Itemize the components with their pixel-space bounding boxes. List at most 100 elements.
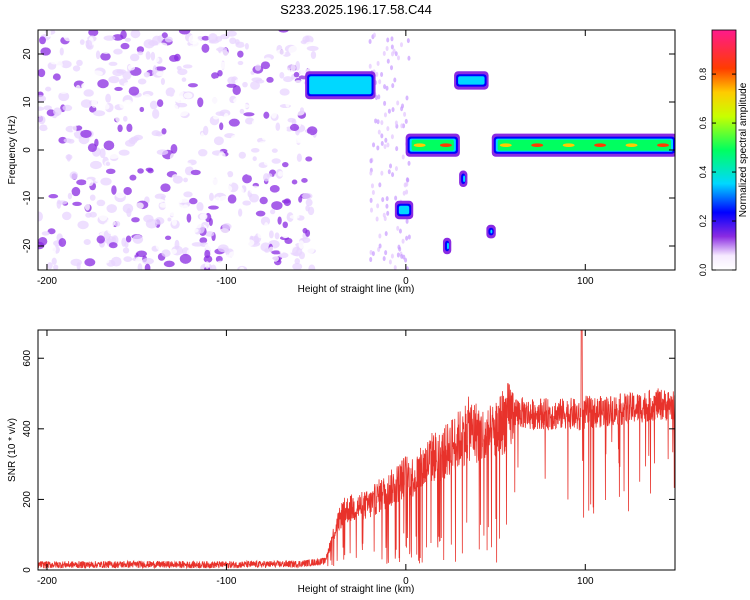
snr-series-line (38, 330, 675, 570)
spectrogram-noise-cell (289, 214, 300, 219)
spectrogram-noise-cell (154, 209, 162, 215)
spectrogram-noise-cell (204, 243, 215, 251)
spectrogram-noise-cell (303, 104, 313, 112)
spectrogram-noise-cell (253, 103, 262, 110)
spectrogram-noise-cell (181, 77, 187, 82)
spectrogram-noise-cell (168, 46, 173, 52)
spectrogram-noise-cell (97, 40, 103, 51)
spectrogram-noise-cell (288, 45, 299, 55)
spectrogram-noise-cell (99, 132, 105, 138)
spectrogram-noise-cell (266, 76, 274, 83)
spectrogram-noise-cell (244, 150, 252, 155)
spectrogram-noise-cell (38, 68, 46, 78)
spectrogram-noise-cell (138, 157, 144, 162)
spectrogram-noise-cell (103, 140, 115, 151)
spectrogram-noise-cell (137, 225, 144, 236)
spectrogram-noise-cell (198, 149, 208, 157)
spectrogram-y-tick-label: -20 (22, 238, 33, 253)
spectrogram-noise-cell (305, 198, 313, 207)
spectrogram-noise-cell (142, 257, 154, 265)
spectrogram-noise-cell (58, 238, 67, 247)
spectrogram-noise-cell (231, 104, 237, 110)
spectrogram-noise-cell (122, 203, 134, 214)
spectrogram-noise-cell (100, 177, 112, 186)
spectrogram-noise-cell (300, 185, 306, 194)
spectrogram-noise-cell (49, 43, 61, 48)
spectrogram-noise-cell (170, 31, 183, 38)
spectrogram-noise-cell (179, 232, 191, 240)
spectrogram-noise-cell (271, 148, 278, 153)
spectrogram-noise-cell (200, 60, 205, 67)
spectrogram-noise-cell (240, 224, 246, 234)
figure-title: S233.2025.196.17.58.C44 (280, 2, 432, 17)
spectrogram-noise-cell (212, 115, 219, 120)
spectrogram-noise-cell (390, 134, 394, 140)
snr-x-tick-label: 0 (403, 576, 409, 587)
spectrogram-noise-cell (142, 176, 155, 185)
spectrogram-noise-cell (394, 166, 398, 172)
spectrogram-noise-cell (307, 138, 313, 149)
spectrogram-noise-cell (76, 179, 87, 186)
spectrogram-noise-cell (269, 184, 280, 193)
spectrogram-noise-cell (51, 257, 57, 265)
spectrogram-noise-cell (174, 239, 180, 250)
spectrogram-noise-cell (72, 201, 82, 207)
spectrogram-noise-cell (51, 163, 64, 169)
spectrogram-noise-cell (182, 64, 193, 69)
spectrogram-noise-cell (402, 190, 406, 196)
spectrogram-noise-cell (283, 76, 293, 83)
spectrogram-noise-cell (156, 99, 164, 107)
spectrogram-noise-cell (108, 75, 120, 84)
spectrogram-noise-cell (378, 182, 382, 188)
spectrogram-noise-cell (275, 122, 281, 131)
spectrogram-noise-cell (255, 260, 262, 266)
spectrogram-noise-cell (405, 218, 409, 224)
spectrogram-noise-cell (103, 35, 116, 41)
spectrogram-noise-cell (219, 200, 226, 206)
spectrogram-noise-cell (293, 199, 299, 204)
spectrogram-noise-cell (127, 64, 136, 71)
spectrogram-noise-cell (169, 66, 175, 73)
spectrogram-feature (459, 170, 468, 188)
spectrogram-noise-cell (295, 32, 303, 39)
spectrogram-noise-cell (124, 37, 131, 42)
spectrogram-noise-cell (161, 128, 167, 135)
spectrogram-noise-cell (257, 230, 264, 239)
spectrogram-noise-cell (291, 179, 298, 185)
spectrogram-noise-cell (99, 148, 106, 159)
spectrogram-noise-cell (210, 264, 217, 270)
spectrogram-noise-cell (110, 256, 122, 267)
spectrogram-noise-cell (57, 200, 68, 205)
spectrogram-x-tick-label: -200 (37, 276, 57, 287)
spectrogram-noise-cell (38, 236, 48, 246)
spectrogram-noise-cell (62, 265, 70, 270)
spectrogram-noise-cell (77, 220, 89, 230)
spectrogram-noise-cell (202, 125, 209, 136)
spectrogram-noise-cell (187, 115, 195, 122)
spectrogram-noise-cell (137, 51, 144, 56)
spectrogram-noise-cell (391, 107, 395, 113)
spectrogram-noise-cell (294, 258, 301, 265)
spectrogram-noise-cell (38, 142, 43, 148)
spectrogram-noise-cell (204, 231, 215, 237)
spectrogram-noise-cell (177, 102, 188, 108)
spectrogram-noise-cell (264, 248, 270, 253)
spectrogram-noise-cell (183, 191, 193, 198)
spectrogram-noise-cell (282, 188, 290, 197)
spectrogram-noise-cell (163, 260, 175, 268)
spectrogram-noise-cell (170, 143, 178, 154)
spectrogram-noise-cell (374, 95, 378, 101)
spectrogram-noise-cell (391, 172, 395, 178)
spectrogram-noise-cell (263, 173, 270, 182)
spectrogram-noise-cell (283, 198, 292, 207)
spectrogram-noise-cell (79, 39, 85, 45)
spectrogram-noise-cell (39, 190, 51, 196)
spectrogram-noise-cell (169, 54, 179, 62)
spectrogram-noise-cell (46, 120, 58, 131)
spectrogram-noise-cell (183, 177, 188, 183)
spectrogram-noise-cell (239, 108, 245, 114)
spectrogram-noise-cell (201, 43, 210, 53)
spectrogram-noise-cell (144, 59, 154, 69)
spectrogram-noise-cell (129, 246, 139, 251)
spectrogram-noise-cell (403, 111, 407, 117)
